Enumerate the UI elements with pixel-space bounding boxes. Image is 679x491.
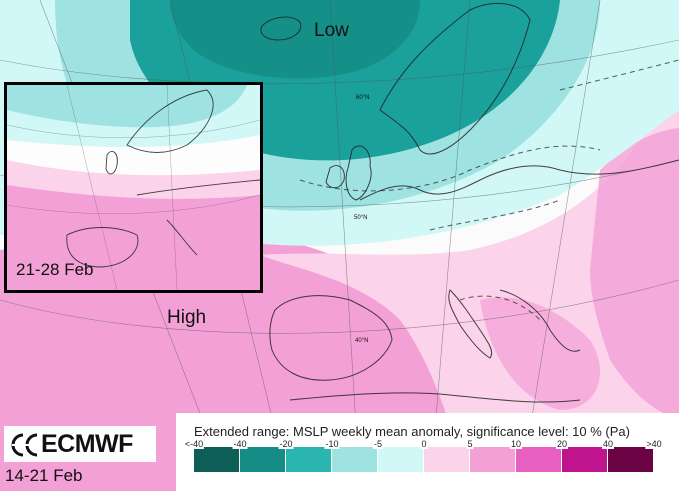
british-isles-coast — [345, 145, 372, 201]
north-africa-coast — [289, 392, 581, 403]
legend-tick-label: 40 — [601, 439, 615, 449]
legend-swatch — [424, 447, 469, 472]
legend-tick-label: 10 — [509, 439, 523, 449]
low-pressure-label: Low — [314, 20, 349, 41]
legend-tick-label: 0 — [420, 439, 428, 449]
high-pressure-label: High — [167, 307, 207, 328]
legend-swatch — [516, 447, 561, 472]
legend-tick-label: -40 — [232, 439, 248, 449]
legend-swatch — [470, 447, 515, 472]
inset-weak-positive — [7, 160, 260, 199]
stronger-negative-core — [170, 0, 420, 79]
ecmwf-logo: ECMWF — [4, 426, 156, 462]
legend-swatch — [332, 447, 377, 472]
legend-swatch — [378, 447, 423, 472]
legend-tick-label: -10 — [324, 439, 340, 449]
inset-positive-anomaly — [7, 175, 260, 290]
legend-swatch — [608, 447, 653, 472]
balkans-coast — [499, 289, 581, 352]
iberia-coast — [269, 295, 393, 381]
inset-map: 21-28 Feb — [4, 82, 263, 293]
latitude-label-60n: 60°N — [356, 95, 370, 101]
legend-tick-label: -20 — [278, 439, 294, 449]
inset-period-label: 21-28 Feb — [16, 260, 94, 279]
legend: Extended range: MSLP weekly mean anomaly… — [176, 413, 679, 491]
legend-tick-label: 5 — [466, 439, 474, 449]
positive-anomaly-east-moderate — [590, 128, 679, 420]
ireland-coast — [325, 165, 345, 189]
italy-coast — [448, 289, 493, 359]
continent-coast — [359, 159, 679, 201]
legend-tick-label: <-40 — [183, 439, 205, 449]
legend-title: Extended range: MSLP weekly mean anomaly… — [194, 424, 630, 439]
legend-swatch — [562, 447, 607, 472]
scandinavia-coast — [379, 2, 531, 155]
ecmwf-logo-icon — [11, 433, 38, 457]
legend-swatch — [240, 447, 285, 472]
inset-anomaly-map — [7, 85, 260, 290]
latitude-label-50n: 50°N — [354, 215, 368, 221]
ecmwf-logo-text: ECMWF — [41, 430, 133, 458]
legend-tick-label: 20 — [555, 439, 569, 449]
latitude-label-40n: 40°N — [355, 338, 369, 344]
main-period-label: 14-21 Feb — [5, 466, 83, 485]
legend-tick-label: >40 — [645, 439, 663, 449]
positive-anomaly-southeast — [480, 297, 600, 410]
iceland-coast — [260, 16, 302, 41]
legend-tick-label: -5 — [372, 439, 384, 449]
legend-swatch — [286, 447, 331, 472]
legend-swatch — [194, 447, 239, 472]
